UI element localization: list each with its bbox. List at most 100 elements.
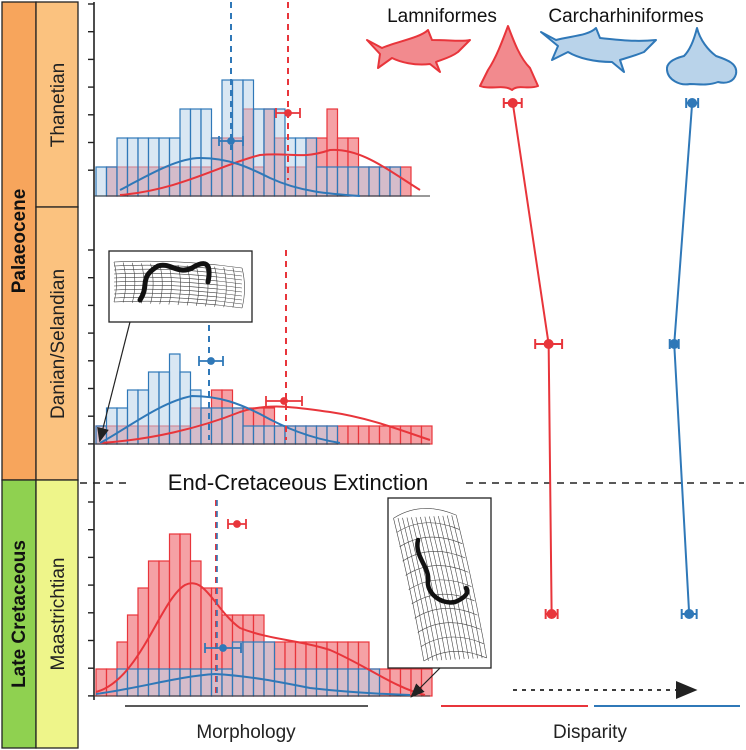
histogram-bar-carcharhiniformes (273, 425, 286, 445)
histogram-bar-carcharhiniformes (168, 668, 181, 697)
histogram-bar-carcharhiniformes (305, 668, 318, 697)
carcharhiniform-shark-silhouette (540, 27, 657, 73)
histogram-bar-lamniformes (399, 425, 412, 445)
grid-line (399, 536, 463, 548)
carcharhiniform-tooth-silhouette (665, 27, 738, 86)
histogram-danian-selandian (94, 353, 433, 445)
histogram-bar-carcharhiniformes (305, 137, 318, 197)
grid-line (406, 517, 438, 661)
grid-line (433, 516, 465, 660)
disparity-panel: Disparity (441, 98, 740, 743)
shape-deformation-inset-maastrichtian (387, 497, 492, 698)
histogram-bar-carcharhiniformes (126, 389, 139, 445)
histogram-bar-carcharhiniformes (200, 668, 213, 697)
grid-line (393, 518, 425, 662)
histogram-bar-carcharhiniformes (315, 668, 328, 697)
inset-pointer-arrow (97, 321, 131, 443)
stage-thanetian-band (35, 1, 79, 208)
grid-line (455, 515, 487, 659)
histogram-bar-lamniformes (378, 425, 391, 445)
density-curves (95, 148, 431, 696)
grid-line (402, 551, 466, 562)
histogram-bar-carcharhiniformes (200, 108, 213, 197)
grid-line (414, 608, 478, 619)
morphology-axis-label: Morphology (196, 722, 296, 743)
y-axis-ticks (88, 3, 94, 697)
stage-maastrichtian-band (35, 479, 79, 749)
histogram-bar-carcharhiniformes (116, 407, 129, 445)
disparity-series-lamniformes (502, 98, 564, 619)
histogram-bar-carcharhiniformes (189, 668, 202, 697)
histogram-bar-carcharhiniformes (252, 425, 265, 445)
grid-line (429, 516, 461, 660)
histogram-bar-lamniformes (399, 668, 412, 697)
grid-line (415, 517, 447, 660)
mean-bar-thanetian-lamniformes (275, 108, 301, 118)
grid-line (113, 292, 243, 301)
inset-frame (387, 497, 492, 669)
tooth-outline-trace (415, 537, 470, 605)
grid-line (408, 579, 472, 590)
extinction-boundary: End-Cretaceous Extinction (80, 470, 744, 495)
histogram-bar-lamniformes (336, 425, 349, 445)
stage-label-danian-selandian: Danian/Selandian (48, 269, 69, 419)
histogram-bar-carcharhiniformes (137, 137, 150, 197)
histogram-bar-carcharhiniformes (326, 166, 339, 197)
grid-line (442, 515, 474, 659)
grid-line (446, 515, 478, 659)
histogram-bar-carcharhiniformes (326, 668, 339, 697)
shape-deformation-inset-danian (97, 250, 253, 443)
grid-line (241, 267, 245, 309)
epoch-late-cretaceous-band (1, 479, 37, 749)
disparity-point-carcharhiniformes (687, 98, 698, 108)
grid-line (411, 593, 475, 605)
density-curve-maastrichtian-carcharhiniformes (95, 672, 411, 696)
histogram-bar-carcharhiniformes (252, 641, 265, 697)
epoch-label-palaeocene: Palaeocene (9, 189, 30, 294)
histogram-bar-carcharhiniformes (315, 425, 328, 445)
grid-line (205, 266, 209, 307)
density-curve-maastrichtian-lamniformes (95, 582, 426, 696)
stage-label-thanetian: Thanetian (48, 63, 69, 148)
legend-label-lamniformes: Lamniformes (387, 6, 497, 27)
grid-line (420, 516, 452, 660)
histogram-bar-carcharhiniformes (242, 641, 255, 697)
grid-line (113, 296, 243, 305)
histogram-bar-lamniformes (347, 425, 360, 445)
disparity-line-carcharhiniformes (673, 102, 694, 615)
epoch-palaeocene-band (1, 1, 37, 481)
disparity-point-lamniformes (543, 339, 554, 349)
grid-line (113, 260, 243, 269)
histogram-bar-carcharhiniformes (294, 668, 307, 697)
grid-line (113, 280, 243, 289)
grid-line (405, 565, 469, 576)
grid-line (402, 517, 434, 661)
grid-line (113, 272, 243, 281)
legend-label-carcharhiniformes: Carcharhiniformes (548, 6, 703, 27)
disparity-line-lamniformes (511, 102, 553, 615)
stage-label-maastrichtian: Maastrichtian (48, 558, 69, 671)
histogram-bar-carcharhiniformes (95, 166, 108, 197)
histogram-bar-carcharhiniformes (179, 371, 192, 445)
extinction-label: End-Cretaceous Extinction (168, 470, 428, 495)
timescale: Palaeocene Late Cretaceous Thanetian Dan… (1, 1, 79, 749)
histogram-bar-carcharhiniformes (231, 79, 244, 197)
grid-line (420, 636, 484, 648)
histogram-bar-carcharhiniformes (116, 668, 129, 697)
histogram-bar-carcharhiniformes (221, 668, 234, 697)
histogram-bar-carcharhiniformes (126, 668, 139, 697)
grid-line (150, 263, 154, 304)
tooth-outline-trace (137, 261, 212, 303)
density-curve-thanetian-carcharhiniformes (119, 156, 361, 197)
mean-bar-maastrichtian-lamniformes (227, 519, 247, 529)
histogram-bar-carcharhiniformes (263, 425, 276, 445)
histogram-thanetian (94, 79, 430, 197)
grid-line (393, 508, 457, 519)
histogram-bar-carcharhiniformes (189, 108, 202, 197)
histogram-bar-carcharhiniformes (242, 79, 255, 197)
grid-line (195, 265, 200, 306)
histogram-bar-carcharhiniformes (368, 166, 381, 197)
mean-error-bars (198, 108, 303, 653)
grid-line (214, 266, 218, 307)
mean-bar-thanetian-carcharhiniformes (218, 136, 244, 146)
